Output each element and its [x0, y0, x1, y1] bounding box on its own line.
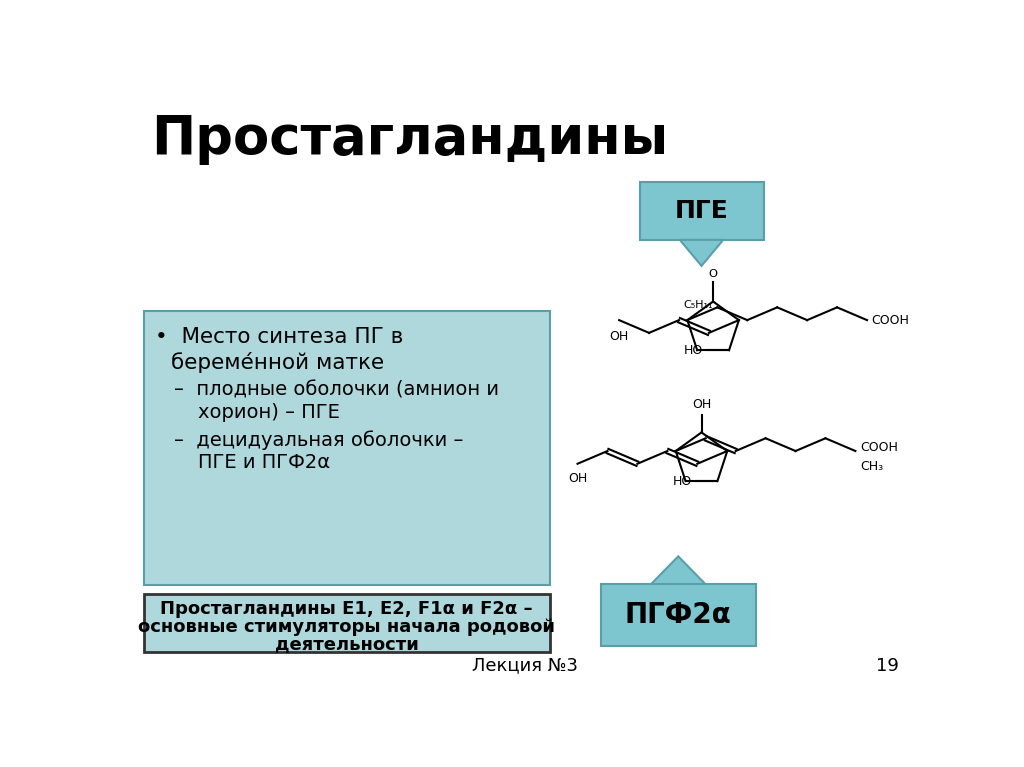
- Text: HO: HO: [673, 475, 692, 488]
- Polygon shape: [680, 240, 723, 266]
- Text: OH: OH: [692, 398, 711, 411]
- FancyBboxPatch shape: [601, 584, 756, 646]
- Text: береме́нной матке: береме́нной матке: [171, 351, 384, 373]
- Text: OH: OH: [609, 330, 629, 343]
- Text: хорион) – ПГЕ: хорион) – ПГЕ: [198, 403, 340, 422]
- FancyBboxPatch shape: [640, 182, 764, 240]
- Text: Простагландины Е1, Е2, F1α и F2α –: Простагландины Е1, Е2, F1α и F2α –: [160, 601, 532, 618]
- Text: –  плодные оболочки (амнион и: – плодные оболочки (амнион и: [174, 380, 500, 399]
- FancyBboxPatch shape: [143, 311, 550, 585]
- Text: ПГФ2α: ПГФ2α: [625, 601, 731, 629]
- Text: Лекция №3: Лекция №3: [472, 657, 578, 675]
- Text: COOH: COOH: [860, 442, 898, 454]
- Text: деятельности: деятельности: [274, 636, 419, 653]
- Text: ПГЕ и ПГФ2α: ПГЕ и ПГФ2α: [198, 453, 330, 472]
- Text: COOH: COOH: [871, 314, 909, 327]
- Polygon shape: [651, 556, 706, 584]
- Text: OH: OH: [568, 472, 587, 486]
- Text: HO: HO: [684, 344, 703, 357]
- Text: •  Место синтеза ПГ в: • Место синтеза ПГ в: [155, 327, 403, 347]
- Text: –  децидуальная оболочки –: – децидуальная оболочки –: [174, 430, 464, 449]
- Text: C₅H₁₁: C₅H₁₁: [683, 300, 713, 310]
- Text: основные стимуляторы начала родовой: основные стимуляторы начала родовой: [138, 618, 555, 636]
- Text: 19: 19: [877, 657, 899, 675]
- Text: Простагландины: Простагландины: [152, 113, 669, 165]
- Text: CH₃: CH₃: [860, 460, 883, 473]
- FancyBboxPatch shape: [143, 594, 550, 652]
- Text: O: O: [709, 269, 718, 279]
- Text: ПГЕ: ПГЕ: [675, 199, 728, 223]
